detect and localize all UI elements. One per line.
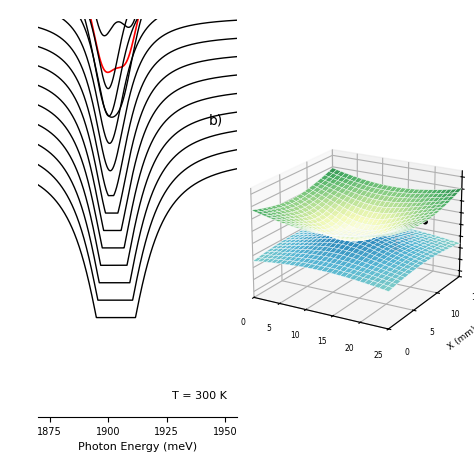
Text: b): b) xyxy=(209,114,223,128)
Text: T = 300 K: T = 300 K xyxy=(172,391,227,401)
X-axis label: Photon Energy (meV): Photon Energy (meV) xyxy=(78,442,197,452)
Y-axis label: X (mm): X (mm) xyxy=(447,325,474,352)
